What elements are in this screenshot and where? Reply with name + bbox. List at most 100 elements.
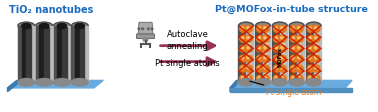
Ellipse shape: [281, 27, 283, 29]
Ellipse shape: [297, 27, 300, 29]
Ellipse shape: [22, 23, 31, 29]
Ellipse shape: [289, 79, 304, 86]
Ellipse shape: [306, 79, 321, 86]
Ellipse shape: [296, 45, 303, 52]
Polygon shape: [46, 26, 49, 82]
Ellipse shape: [313, 75, 320, 82]
Ellipse shape: [258, 27, 260, 29]
Ellipse shape: [279, 55, 286, 62]
Polygon shape: [54, 26, 62, 82]
Ellipse shape: [307, 65, 314, 72]
Ellipse shape: [239, 22, 254, 30]
Polygon shape: [22, 27, 26, 81]
Ellipse shape: [275, 47, 277, 49]
Ellipse shape: [241, 67, 243, 69]
Ellipse shape: [262, 45, 269, 52]
Ellipse shape: [39, 23, 49, 29]
Polygon shape: [82, 26, 85, 82]
Polygon shape: [282, 26, 284, 82]
Polygon shape: [26, 26, 35, 82]
Text: Pt single atoms: Pt single atoms: [155, 59, 220, 68]
Ellipse shape: [241, 47, 243, 49]
Ellipse shape: [273, 75, 280, 82]
Text: Pt single atom: Pt single atom: [249, 81, 321, 97]
Ellipse shape: [281, 47, 283, 49]
Polygon shape: [44, 26, 53, 82]
Ellipse shape: [71, 22, 88, 30]
Ellipse shape: [313, 65, 320, 72]
Ellipse shape: [306, 22, 321, 30]
Ellipse shape: [264, 47, 266, 49]
Ellipse shape: [18, 22, 35, 30]
Ellipse shape: [307, 45, 314, 52]
Polygon shape: [297, 26, 304, 82]
Ellipse shape: [240, 45, 247, 52]
Polygon shape: [75, 27, 80, 81]
Ellipse shape: [36, 22, 53, 30]
Polygon shape: [314, 26, 321, 82]
Polygon shape: [315, 26, 317, 82]
Ellipse shape: [240, 75, 247, 82]
Ellipse shape: [309, 76, 311, 79]
Ellipse shape: [257, 65, 263, 72]
Ellipse shape: [142, 28, 144, 30]
Polygon shape: [289, 26, 297, 82]
Ellipse shape: [273, 25, 280, 32]
Polygon shape: [26, 27, 31, 81]
Ellipse shape: [279, 65, 286, 72]
Ellipse shape: [290, 55, 297, 62]
Ellipse shape: [296, 55, 303, 62]
Ellipse shape: [314, 57, 317, 59]
Ellipse shape: [313, 25, 320, 32]
Polygon shape: [62, 26, 70, 82]
Ellipse shape: [262, 65, 269, 72]
Polygon shape: [230, 88, 352, 92]
Ellipse shape: [297, 47, 300, 49]
Ellipse shape: [297, 67, 300, 69]
Ellipse shape: [297, 37, 300, 39]
Polygon shape: [18, 26, 26, 82]
Polygon shape: [8, 80, 103, 88]
Polygon shape: [39, 27, 44, 81]
Ellipse shape: [258, 76, 260, 79]
Ellipse shape: [289, 22, 304, 30]
Polygon shape: [80, 27, 85, 81]
Ellipse shape: [272, 79, 287, 86]
Ellipse shape: [296, 35, 303, 42]
Polygon shape: [36, 26, 44, 82]
Ellipse shape: [57, 23, 67, 29]
Ellipse shape: [314, 37, 317, 39]
Ellipse shape: [309, 57, 311, 59]
Polygon shape: [239, 26, 246, 82]
Ellipse shape: [290, 65, 297, 72]
Ellipse shape: [247, 37, 249, 39]
Ellipse shape: [247, 67, 249, 69]
Ellipse shape: [313, 45, 320, 52]
Polygon shape: [62, 27, 67, 81]
Text: Pt@MOFox-in-tube structure: Pt@MOFox-in-tube structure: [215, 5, 367, 14]
Ellipse shape: [272, 22, 287, 30]
Polygon shape: [230, 80, 237, 92]
Polygon shape: [265, 26, 266, 82]
Ellipse shape: [275, 37, 277, 39]
Ellipse shape: [273, 55, 280, 62]
Ellipse shape: [240, 25, 247, 32]
Ellipse shape: [309, 47, 311, 49]
Ellipse shape: [262, 35, 269, 42]
Ellipse shape: [241, 76, 243, 79]
Ellipse shape: [258, 67, 260, 69]
Ellipse shape: [258, 47, 260, 49]
Ellipse shape: [296, 65, 303, 72]
Ellipse shape: [309, 67, 311, 69]
Ellipse shape: [264, 27, 266, 29]
Ellipse shape: [290, 35, 297, 42]
Ellipse shape: [247, 47, 249, 49]
Ellipse shape: [264, 57, 266, 59]
Ellipse shape: [281, 67, 283, 69]
Ellipse shape: [275, 27, 277, 29]
Polygon shape: [8, 80, 17, 92]
Ellipse shape: [262, 55, 269, 62]
Ellipse shape: [54, 79, 70, 86]
Ellipse shape: [138, 28, 140, 30]
Ellipse shape: [257, 35, 263, 42]
